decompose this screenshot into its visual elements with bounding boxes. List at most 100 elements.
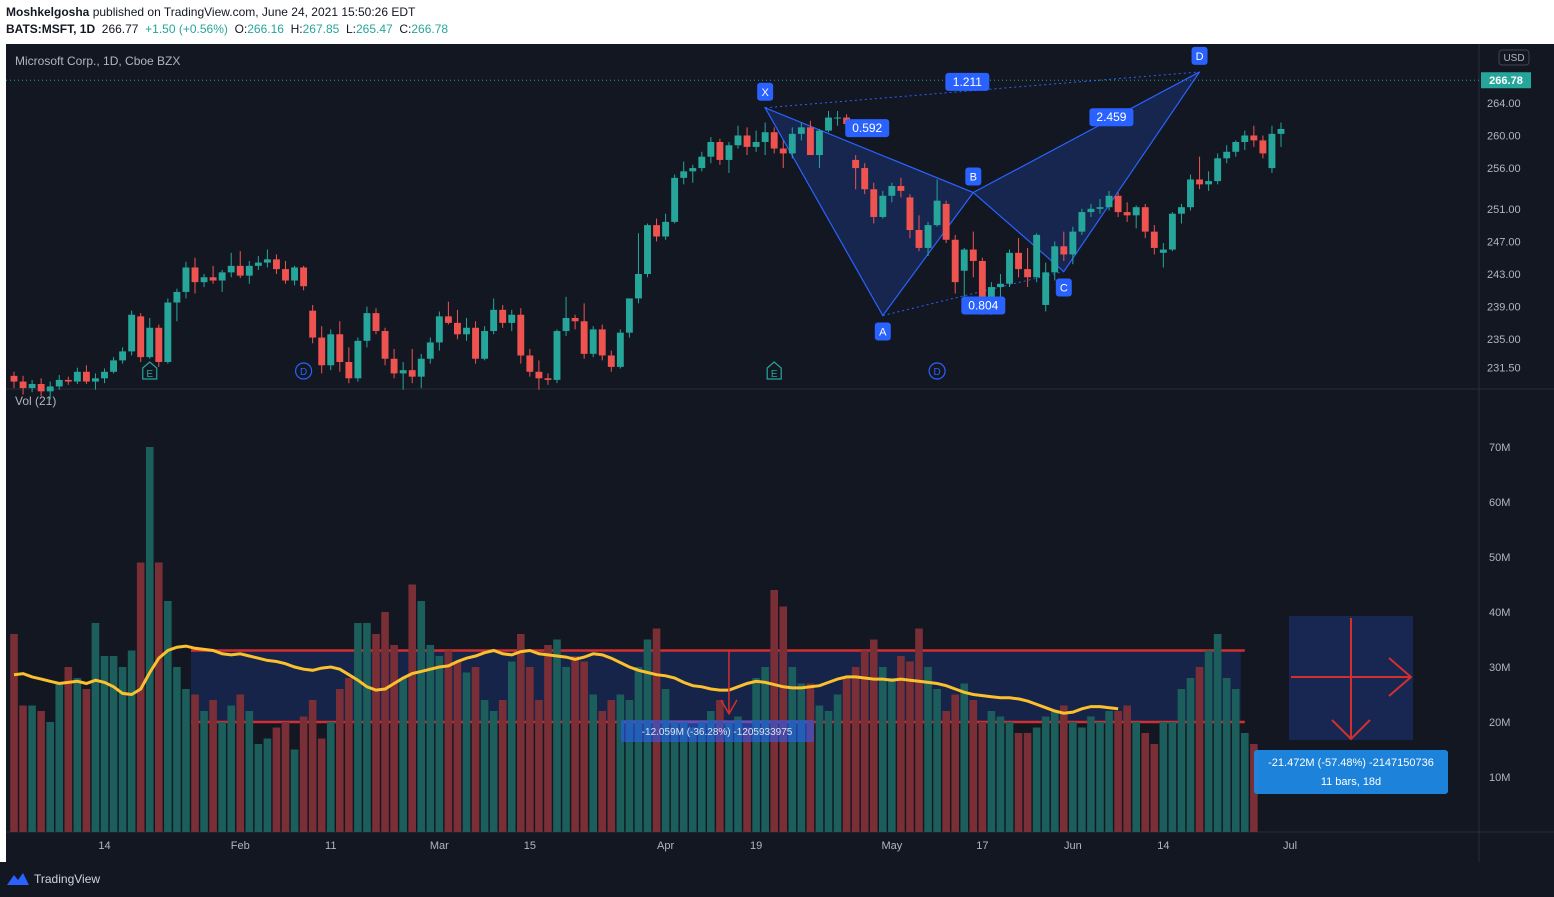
volume-bar — [797, 683, 806, 832]
candle-body — [1087, 208, 1095, 213]
volume-bar — [498, 700, 507, 832]
volume-bar — [1096, 722, 1104, 832]
volume-bar — [1023, 733, 1032, 832]
high-value: 267.85 — [302, 22, 340, 36]
candle-body — [318, 337, 326, 366]
candle-body — [1168, 213, 1176, 250]
candle-body — [707, 142, 715, 157]
volume-bar — [154, 562, 163, 832]
volume-bar — [1032, 727, 1041, 832]
pattern-ratio-box — [845, 119, 890, 138]
volume-ma-line — [13, 644, 1119, 715]
candle-body — [951, 239, 959, 283]
volume-bar — [453, 661, 462, 832]
volume-bar — [444, 650, 453, 832]
candle-body — [834, 117, 841, 119]
candle-body — [879, 195, 887, 217]
candle-body — [1223, 151, 1231, 159]
time-tick-label: Jul — [1283, 840, 1297, 852]
earnings-marker-label: E — [146, 369, 153, 380]
author-name[interactable]: Moshkelgosha — [6, 5, 90, 19]
volume-bar — [1069, 722, 1077, 832]
volume-bar — [1005, 722, 1014, 832]
candle-body — [345, 362, 353, 379]
candle-body — [1096, 207, 1104, 209]
volume-tick-label: 10M — [1489, 772, 1510, 784]
candle-body — [861, 168, 869, 190]
volume-bar — [688, 727, 697, 832]
volume-bar — [136, 562, 145, 832]
volume-bar — [91, 623, 100, 832]
candle-body — [1259, 140, 1267, 154]
volume-bar — [399, 678, 407, 832]
volume-bar — [471, 667, 480, 832]
publish-info: published on TradingView.com, June 24, 2… — [92, 5, 416, 19]
volume-bar — [209, 700, 217, 832]
volume-bar — [299, 716, 308, 832]
volume-bar — [634, 667, 643, 832]
volume-bar — [1132, 722, 1141, 832]
candle-body — [381, 331, 389, 359]
time-tick-label: 14 — [1157, 840, 1169, 852]
candle-body — [942, 203, 950, 240]
candle-body — [644, 225, 651, 274]
candle-body — [200, 277, 208, 283]
candle-body — [616, 332, 624, 367]
volume-bar — [516, 634, 525, 832]
volume-bar — [345, 678, 353, 832]
measure-label-right-1: -21.472M (-57.48%) -2147150736 — [1268, 757, 1434, 769]
candle-body — [734, 135, 742, 146]
volume-bar — [507, 661, 516, 832]
candle-body — [653, 225, 660, 237]
volume-bar — [218, 722, 226, 832]
candle-body — [770, 132, 778, 149]
volume-bar — [1114, 711, 1122, 832]
candle-body — [372, 313, 380, 332]
volume-bar — [1231, 689, 1240, 832]
volume-bar — [28, 705, 36, 832]
candle-body — [1006, 252, 1013, 284]
symbol-label: BATS:MSFT, 1D — [6, 22, 96, 36]
candle-body — [1232, 142, 1240, 152]
volume-bar — [1105, 711, 1113, 832]
volume-bar — [544, 645, 552, 832]
volume-bar — [906, 661, 914, 832]
footer-brand[interactable]: TradingView — [34, 872, 101, 886]
earnings-marker-icon — [142, 361, 158, 380]
volume-bar — [851, 667, 860, 832]
chart-area[interactable]: 231.50 235.00 239.00 243.00 247.00 251.00 256.… — [6, 44, 1554, 862]
candle-body — [969, 249, 977, 261]
volume-bar — [1087, 716, 1095, 832]
volume-bar — [245, 711, 254, 832]
candle-body — [825, 117, 832, 131]
chart-svg[interactable]: 231.50 235.00 239.00 243.00 247.00 251.00 256.… — [6, 44, 1554, 862]
candle-body — [309, 310, 317, 338]
publish-header: Moshkelgosha published on TradingView.co… — [0, 0, 1554, 44]
volume-bar — [100, 656, 109, 832]
price-change: +1.50 (+0.56%) — [145, 22, 228, 36]
measure-arrowhead-left — [720, 699, 738, 716]
candle-body — [662, 221, 670, 237]
candle-body — [1178, 207, 1185, 214]
candle-body — [336, 334, 344, 362]
volume-bar — [716, 700, 724, 832]
volume-bar — [1213, 634, 1222, 832]
candle-body — [607, 355, 615, 367]
volume-tick-label: 40M — [1489, 607, 1510, 619]
dividend-marker-label: D — [300, 367, 307, 378]
volume-bar — [824, 711, 833, 832]
candle-body — [363, 313, 371, 341]
candle-body — [924, 225, 932, 248]
volume-bar — [109, 656, 118, 832]
candle-body — [354, 340, 362, 379]
pattern-ratio-box — [945, 72, 990, 91]
candle-body — [508, 314, 516, 323]
candle-body — [562, 318, 570, 332]
volume-bar — [46, 722, 55, 832]
time-tick-label: 19 — [750, 840, 762, 852]
volume-bar — [697, 722, 706, 832]
candle-body — [254, 262, 262, 266]
volume-bar — [173, 667, 181, 832]
volume-bar — [833, 694, 842, 832]
volume-bar — [263, 738, 272, 832]
